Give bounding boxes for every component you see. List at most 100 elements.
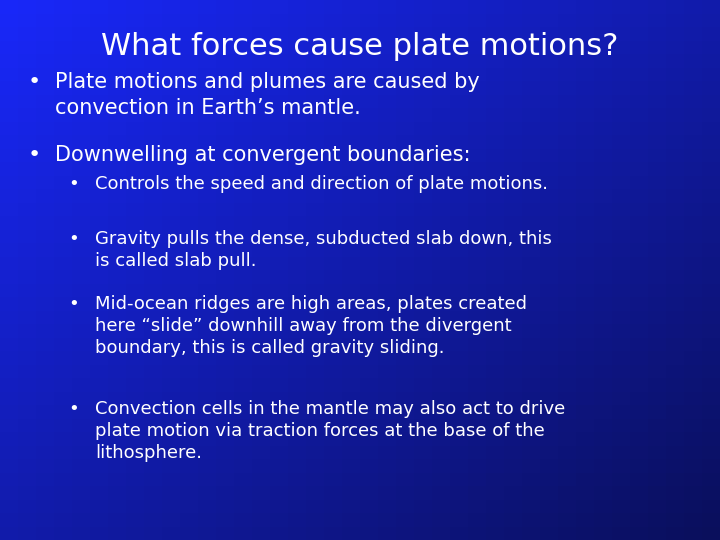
Bar bbox=[378, 135, 396, 148]
Bar bbox=[0, 14, 18, 27]
Bar bbox=[666, 486, 684, 500]
Bar bbox=[342, 432, 360, 445]
Bar bbox=[648, 432, 666, 445]
Bar bbox=[450, 324, 468, 338]
Bar bbox=[612, 68, 630, 81]
Bar bbox=[72, 513, 90, 526]
Bar bbox=[540, 202, 558, 216]
Bar bbox=[468, 0, 486, 14]
Bar bbox=[684, 310, 702, 324]
Bar bbox=[288, 513, 306, 526]
Bar bbox=[54, 14, 72, 27]
Bar bbox=[702, 54, 720, 68]
Bar bbox=[0, 378, 18, 392]
Bar bbox=[198, 284, 216, 297]
Bar bbox=[18, 310, 36, 324]
Bar bbox=[180, 40, 198, 54]
Bar bbox=[306, 324, 324, 338]
Bar bbox=[504, 405, 522, 418]
Bar bbox=[54, 216, 72, 229]
Bar bbox=[486, 513, 504, 526]
Bar bbox=[702, 243, 720, 256]
Bar bbox=[684, 284, 702, 297]
Bar bbox=[36, 256, 54, 270]
Bar bbox=[162, 526, 180, 540]
Bar bbox=[36, 68, 54, 81]
Bar bbox=[504, 513, 522, 526]
Bar bbox=[432, 472, 450, 486]
Bar bbox=[522, 0, 540, 14]
Bar bbox=[18, 68, 36, 81]
Bar bbox=[180, 324, 198, 338]
Bar bbox=[72, 122, 90, 135]
Bar bbox=[432, 513, 450, 526]
Bar bbox=[36, 94, 54, 108]
Bar bbox=[612, 513, 630, 526]
Bar bbox=[684, 135, 702, 148]
Bar bbox=[702, 176, 720, 189]
Bar bbox=[306, 446, 324, 459]
Bar bbox=[558, 216, 576, 229]
Bar bbox=[702, 405, 720, 418]
Bar bbox=[306, 500, 324, 513]
Bar bbox=[432, 405, 450, 418]
Bar bbox=[486, 68, 504, 81]
Bar bbox=[36, 459, 54, 472]
Bar bbox=[576, 81, 594, 94]
Bar bbox=[630, 513, 648, 526]
Bar bbox=[504, 446, 522, 459]
Bar bbox=[396, 108, 414, 122]
Bar bbox=[378, 216, 396, 229]
Bar bbox=[162, 378, 180, 392]
Bar bbox=[144, 108, 162, 122]
Bar bbox=[378, 189, 396, 202]
Bar bbox=[288, 54, 306, 68]
Bar bbox=[612, 378, 630, 392]
Bar bbox=[36, 364, 54, 378]
Bar bbox=[666, 418, 684, 432]
Bar bbox=[342, 500, 360, 513]
Bar bbox=[54, 459, 72, 472]
Bar bbox=[612, 284, 630, 297]
Bar bbox=[288, 472, 306, 486]
Bar bbox=[270, 500, 288, 513]
Bar bbox=[216, 418, 234, 432]
Bar bbox=[216, 40, 234, 54]
Bar bbox=[252, 189, 270, 202]
Bar bbox=[234, 162, 252, 176]
Bar bbox=[648, 81, 666, 94]
Bar bbox=[126, 310, 144, 324]
Bar bbox=[378, 405, 396, 418]
Bar bbox=[432, 418, 450, 432]
Bar bbox=[108, 459, 126, 472]
Bar bbox=[216, 432, 234, 445]
Bar bbox=[648, 54, 666, 68]
Bar bbox=[270, 54, 288, 68]
Bar bbox=[126, 108, 144, 122]
Bar bbox=[126, 486, 144, 500]
Bar bbox=[522, 40, 540, 54]
Bar bbox=[414, 378, 432, 392]
Bar bbox=[666, 324, 684, 338]
Bar bbox=[126, 0, 144, 14]
Bar bbox=[612, 526, 630, 540]
Bar bbox=[594, 392, 612, 405]
Bar bbox=[126, 378, 144, 392]
Bar bbox=[234, 243, 252, 256]
Bar bbox=[684, 338, 702, 351]
Bar bbox=[72, 418, 90, 432]
Bar bbox=[684, 364, 702, 378]
Bar bbox=[90, 81, 108, 94]
Bar bbox=[648, 256, 666, 270]
Bar bbox=[612, 364, 630, 378]
Bar bbox=[504, 0, 522, 14]
Bar bbox=[666, 526, 684, 540]
Bar bbox=[432, 27, 450, 40]
Bar bbox=[198, 338, 216, 351]
Bar bbox=[288, 0, 306, 14]
Bar bbox=[504, 378, 522, 392]
Bar bbox=[360, 418, 378, 432]
Bar bbox=[450, 243, 468, 256]
Bar bbox=[54, 364, 72, 378]
Bar bbox=[450, 486, 468, 500]
